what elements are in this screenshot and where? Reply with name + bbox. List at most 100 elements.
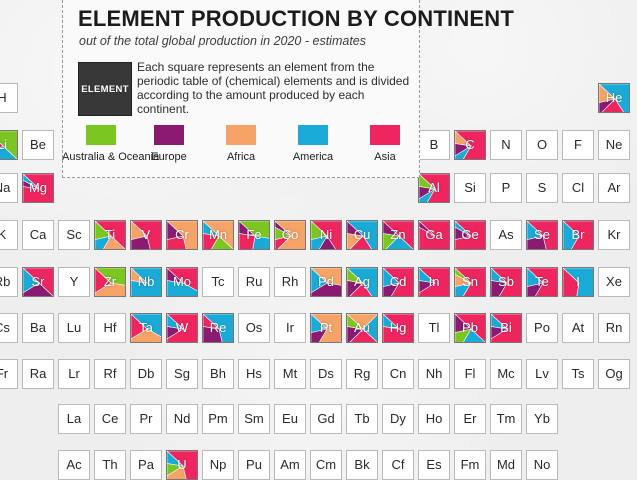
element-cell-c: C — [454, 130, 486, 160]
element-cell-ts: Ts — [562, 359, 594, 389]
element-symbol: Gd — [317, 411, 335, 426]
element-cell-ru: Ru — [238, 267, 270, 297]
element-share-chart — [347, 268, 377, 296]
element-share-chart — [455, 221, 485, 249]
share-ame — [167, 314, 184, 330]
legend-swatch-africa — [226, 125, 256, 145]
element-share-chart — [95, 268, 125, 296]
element-symbol: Ca — [29, 227, 47, 242]
element-share-chart — [455, 131, 485, 159]
element-symbol: S — [537, 180, 547, 195]
element-symbol: Te — [535, 274, 549, 289]
element-share-chart — [347, 221, 377, 249]
element-symbol: Li — [0, 137, 8, 152]
legend-label-asia: Asia — [374, 151, 396, 163]
share-oce — [95, 221, 112, 240]
element-symbol: Og — [605, 366, 623, 381]
element-cell-w: W — [166, 313, 198, 343]
element-cell-lu: Lu — [58, 313, 90, 343]
element-cell-bh: Bh — [202, 359, 234, 389]
element-cell-fm: Fm — [454, 450, 486, 480]
share-oce — [347, 314, 364, 330]
element-symbol: Ba — [30, 320, 46, 335]
element-symbol: Rb — [0, 274, 11, 289]
element-symbol: Pm — [208, 411, 228, 426]
element-cell-bk: Bk — [346, 450, 378, 480]
element-cell-xe: Xe — [598, 267, 630, 297]
element-cell-eu: Eu — [274, 404, 306, 434]
element-symbol: Tc — [211, 274, 225, 289]
element-share-chart — [167, 221, 197, 249]
element-cell-os: Os — [238, 313, 270, 343]
element-share-chart — [167, 314, 197, 342]
chart-title: ELEMENT PRODUCTION BY CONTINENT — [78, 6, 515, 31]
element-share-chart — [203, 314, 233, 342]
element-symbol: Kr — [607, 227, 621, 242]
element-cell-re: Re — [202, 313, 234, 343]
legend-label-africa: Africa — [226, 151, 256, 163]
element-symbol: In — [428, 274, 440, 289]
element-cell-rg: Rg — [346, 359, 378, 389]
share-oce — [311, 221, 328, 240]
element-cell-ag: Ag — [346, 267, 378, 297]
element-symbol: Tl — [428, 320, 440, 335]
element-cell-zr: Zr — [94, 267, 126, 297]
share-asi — [95, 268, 112, 294]
element-cell-am: Am — [274, 450, 306, 480]
element-symbol: Es — [426, 457, 442, 472]
element-cell-pr: Pr — [130, 404, 162, 434]
element-symbol: Sm — [244, 411, 264, 426]
element-cell-tb: Tb — [346, 404, 378, 434]
element-share-chart — [455, 314, 485, 342]
element-cell-sr: Sr — [22, 267, 54, 297]
share-eur — [419, 221, 436, 237]
element-cell-sb: Sb — [490, 267, 522, 297]
element-symbol: Lu — [66, 320, 82, 335]
element-cell-pm: Pm — [202, 404, 234, 434]
element-symbol: Db — [137, 366, 155, 381]
share-ame — [527, 268, 544, 287]
element-symbol: Sc — [66, 227, 82, 242]
element-cell-dy: Dy — [382, 404, 414, 434]
element-symbol: Hg — [389, 320, 407, 335]
element-symbol: Ta — [139, 320, 153, 335]
share-ame — [491, 314, 508, 330]
element-cell-ge: Ge — [454, 220, 486, 250]
element-cell-fr: Fr — [0, 359, 18, 389]
element-symbol: Rn — [605, 320, 623, 335]
element-cell-mt: Mt — [274, 359, 306, 389]
element-symbol: Eu — [282, 411, 298, 426]
element-cell-ac: Ac — [58, 450, 90, 480]
element-share-chart — [599, 84, 629, 112]
element-symbol: Fe — [246, 227, 262, 242]
share-ame — [167, 451, 184, 467]
share-ame — [383, 314, 400, 330]
element-symbol: Cm — [315, 457, 337, 472]
element-share-chart — [239, 221, 269, 249]
share-afr — [131, 221, 148, 240]
share-eur — [347, 221, 364, 237]
element-cell-ra: Ra — [22, 359, 54, 389]
element-cell-co: Co — [274, 220, 306, 250]
element-symbol: Rh — [281, 274, 299, 289]
share-ame — [311, 268, 328, 294]
element-share-chart — [95, 221, 125, 249]
element-symbol: Mo — [172, 274, 192, 289]
element-symbol: Mc — [497, 366, 515, 381]
element-cell-in: In — [418, 267, 450, 297]
element-symbol: Mt — [282, 366, 298, 381]
element-symbol: Th — [102, 457, 118, 472]
share-asi — [203, 314, 220, 330]
element-cell-no: No — [526, 450, 558, 480]
element-symbol: W — [175, 320, 189, 335]
element-cell-cu: Cu — [346, 220, 378, 250]
element-cell-b: B — [418, 130, 450, 160]
share-eur — [167, 221, 184, 240]
element-symbol: Ti — [104, 227, 116, 242]
legend-label-europe: Europe — [151, 151, 187, 163]
element-cell-tm: Tm — [490, 404, 522, 434]
element-symbol: Re — [209, 320, 227, 335]
element-symbol: Lr — [68, 366, 80, 381]
element-cell-o: O — [526, 130, 558, 160]
element-cell-i: I — [562, 267, 594, 297]
